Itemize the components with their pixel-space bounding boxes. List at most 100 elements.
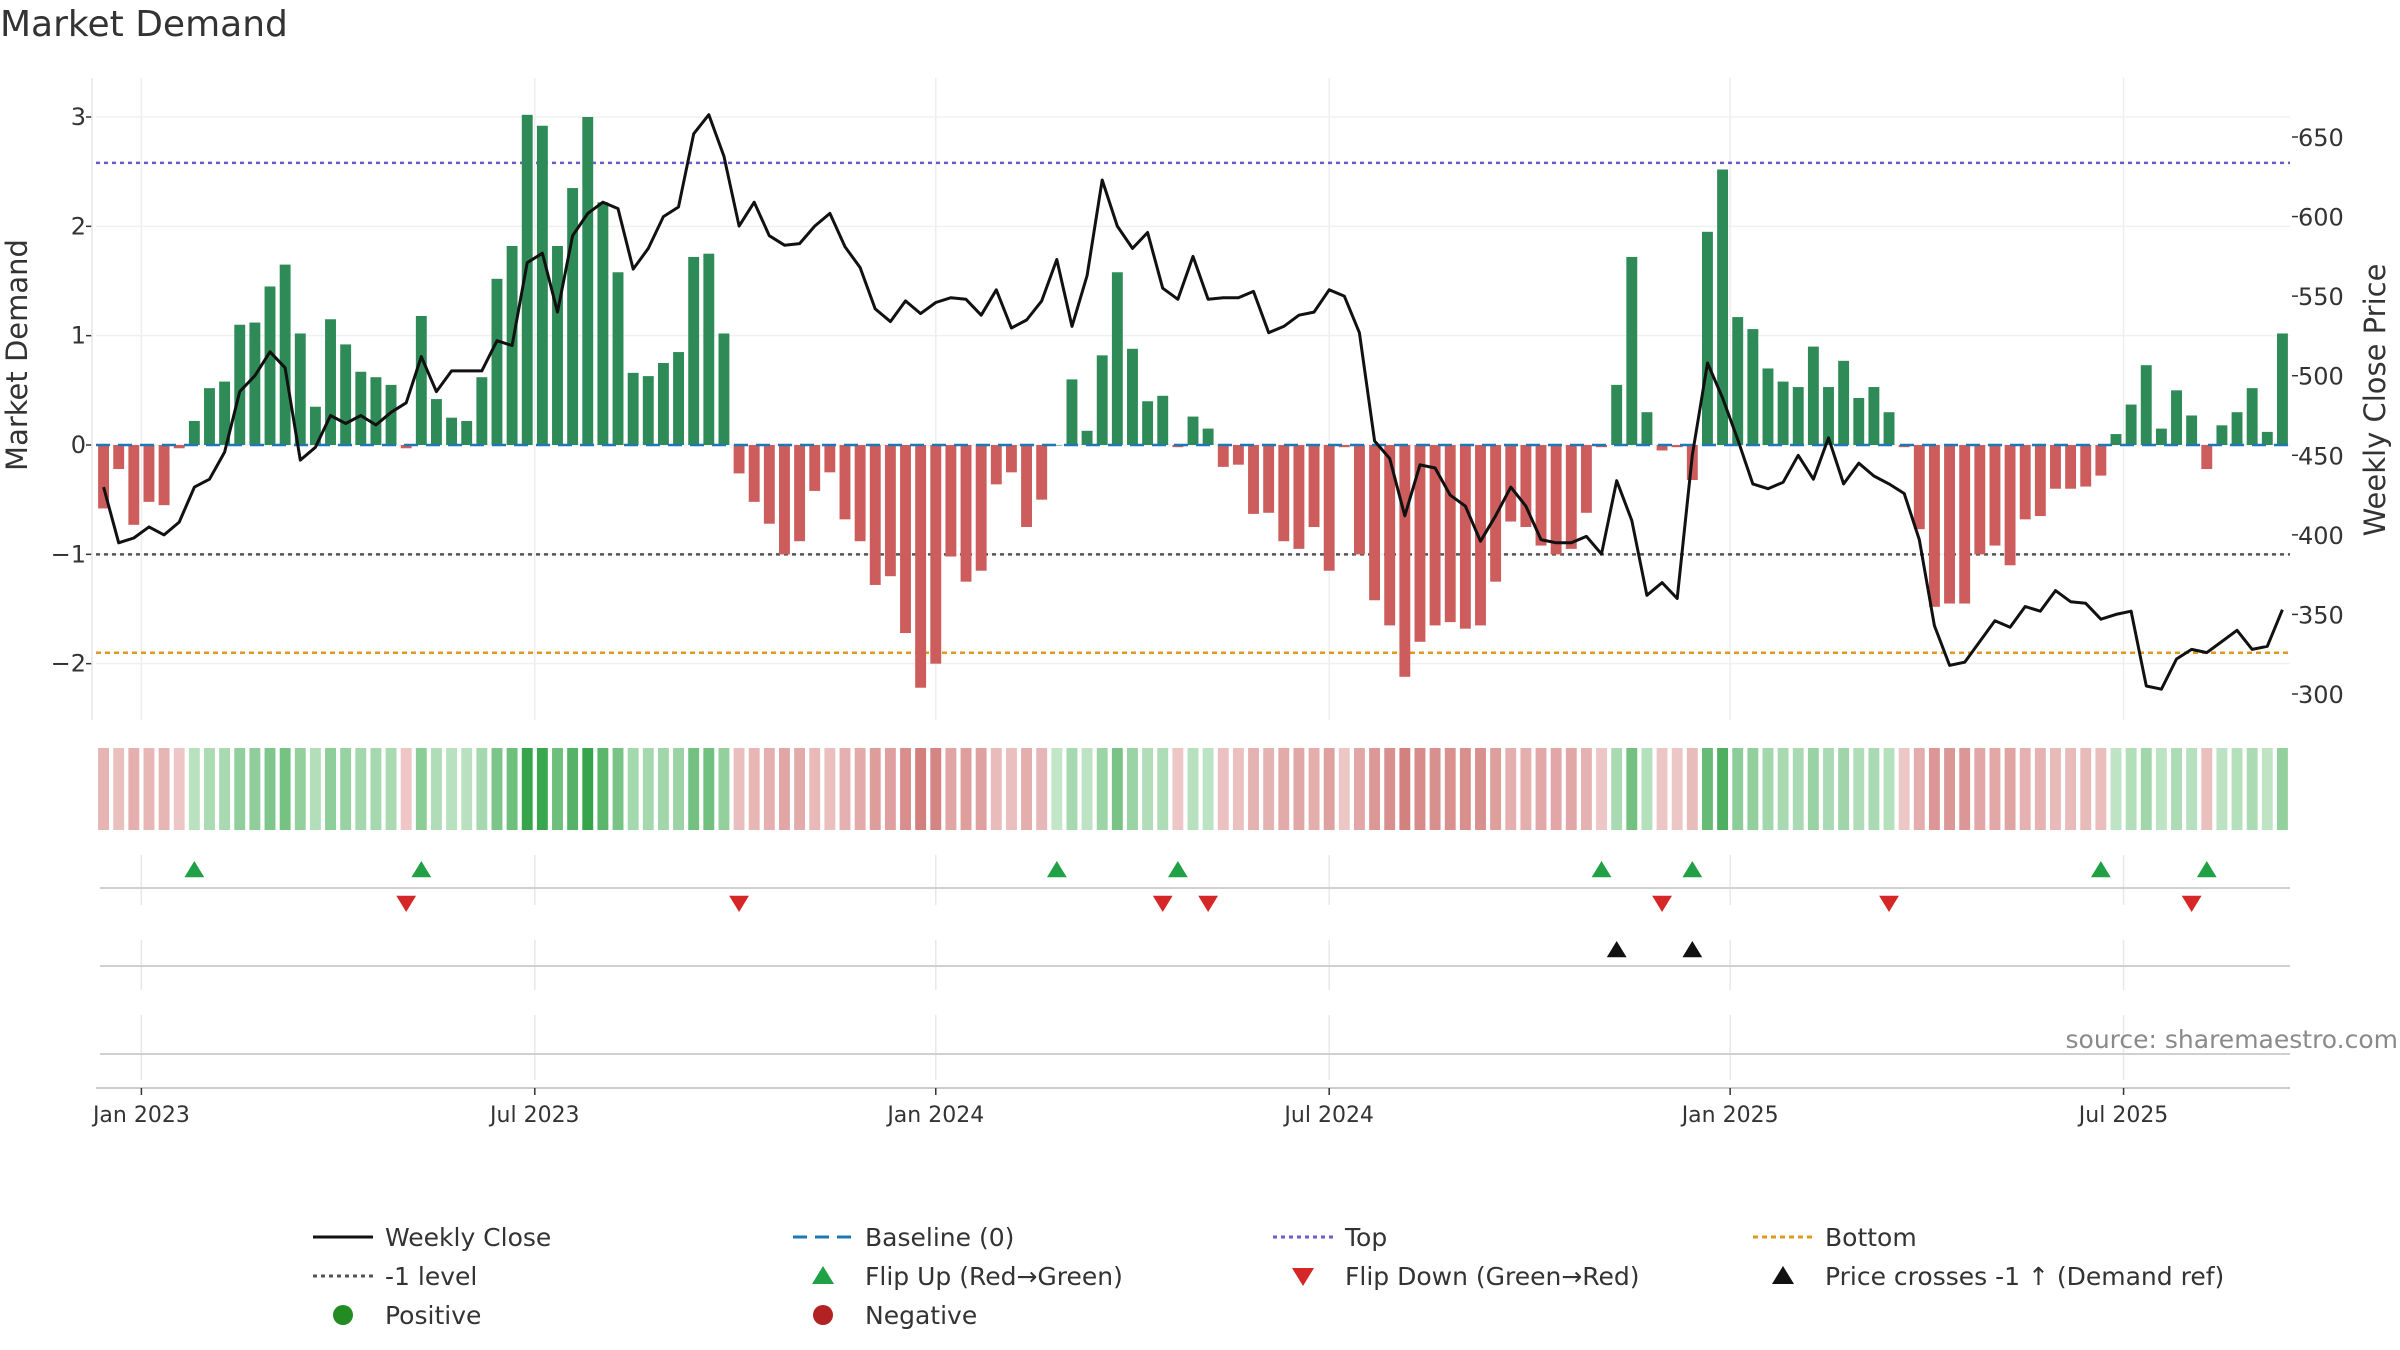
heat-cell: [1520, 748, 1532, 830]
demand-bar: [2050, 445, 2061, 489]
demand-bar: [748, 445, 760, 502]
demand-bar: [370, 377, 382, 445]
demand-bar: [1323, 445, 1335, 571]
demand-bar: [1187, 416, 1199, 445]
flip-down-marker: [1879, 895, 1899, 912]
demand-bar: [642, 376, 654, 445]
heat-cell: [1323, 748, 1335, 830]
legend-item-weekly-close: Weekly Close: [313, 1223, 551, 1252]
heat-cell: [294, 748, 306, 830]
heat-cell: [234, 748, 246, 830]
heat-cell: [400, 748, 412, 830]
heat-cell: [2171, 748, 2182, 830]
heat-cell: [1959, 748, 1971, 830]
heat-cell: [2125, 748, 2137, 830]
heat-cell: [98, 748, 110, 830]
y2-tick-label: 500: [2298, 363, 2344, 391]
demand-bar: [128, 445, 140, 525]
source-label: source: sharemaestro.com: [2066, 1025, 2399, 1054]
demand-bar: [2140, 365, 2152, 445]
legend-swatch-triangle-up: [812, 1266, 834, 1284]
heat-cell: [309, 748, 321, 830]
demand-bar: [385, 384, 397, 445]
heat-cell: [703, 748, 715, 830]
x-axis: Jan 2023 Jul 2023 Jan 2024 Jul 2024 Jan 2025…: [91, 1088, 2168, 1128]
y-tick-label: −1: [51, 540, 86, 568]
heat-cell: [1928, 748, 1940, 830]
demand-bar: [597, 202, 609, 445]
heat-cell: [1807, 748, 1819, 830]
flip-up-marker: [2090, 861, 2111, 878]
demand-bar: [688, 256, 700, 445]
y2-tick-label: 400: [2298, 522, 2344, 550]
demand-bar: [415, 315, 427, 445]
heat-cell: [2110, 748, 2122, 830]
demand-bar: [461, 420, 473, 445]
demand-bar: [1959, 445, 1971, 604]
heat-cell: [2231, 748, 2243, 830]
demand-bar: [582, 117, 594, 445]
heat-cell: [476, 748, 488, 830]
heat-cell: [1066, 748, 1078, 830]
demand-bar: [1005, 445, 1017, 473]
demand-bar: [173, 445, 185, 449]
legend-item-positive: Positive: [333, 1301, 481, 1330]
demand-bar: [2095, 445, 2107, 476]
demand-bar: [1369, 445, 1381, 601]
y-tick-label: 1: [71, 322, 86, 350]
flip-down-marker: [729, 895, 749, 912]
demand-bar: [1974, 445, 1986, 555]
heat-cell: [461, 748, 473, 830]
demand-bar: [2034, 445, 2046, 517]
demand-bar: [2171, 390, 2182, 445]
heat-cell: [1580, 748, 1592, 830]
heat-cell: [1868, 748, 1880, 830]
demand-bar: [1792, 387, 1804, 445]
legend-label: Top: [1344, 1223, 1387, 1252]
heat-cell: [642, 748, 654, 830]
legend-item-flip-up: Flip Up (Red→Green): [812, 1262, 1123, 1291]
heat-cell: [1263, 748, 1275, 830]
demand-bar: [1717, 169, 1729, 446]
heat-cell: [264, 748, 276, 830]
heat-cell: [1248, 748, 1259, 830]
legend-label: Bottom: [1825, 1223, 1917, 1252]
heat-cell: [355, 748, 367, 830]
heat-cell: [2140, 748, 2152, 830]
demand-bars: [98, 114, 2288, 688]
heat-cell: [1475, 748, 1486, 830]
demand-bar: [1565, 445, 1577, 549]
demand-bar: [567, 188, 579, 446]
heat-cell: [2004, 748, 2016, 830]
legend-item-negative: Negative: [813, 1301, 977, 1330]
demand-bar: [779, 445, 790, 555]
y-axis-label: Market Demand: [0, 239, 34, 471]
demand-bar: [2125, 404, 2137, 445]
demand-bar: [1217, 445, 1229, 467]
heat-cell: [1883, 748, 1895, 830]
demand-bar: [1505, 445, 1517, 522]
heat-cell: [824, 748, 836, 830]
heat-cell: [1747, 748, 1759, 830]
heat-cell: [915, 748, 927, 830]
demand-bar: [1807, 346, 1819, 445]
heat-cell: [673, 748, 684, 830]
x-tick-label: Jan 2025: [1680, 1103, 1779, 1128]
weekly-close-line: [102, 113, 2284, 691]
demand-bar: [536, 125, 548, 445]
demand-bar: [143, 445, 155, 502]
x-tick-label: Jul 2023: [488, 1103, 580, 1128]
demand-bar: [627, 372, 639, 445]
heat-cell: [900, 748, 911, 830]
demand-bar: [2216, 425, 2228, 445]
demand-bar: [1611, 384, 1623, 445]
heat-cell: [536, 748, 548, 830]
heat-cell: [249, 748, 261, 830]
x-tick-label: Jul 2025: [2077, 1103, 2169, 1128]
legend-label: Flip Down (Green→Red): [1345, 1262, 1640, 1291]
heat-cell: [1036, 748, 1048, 830]
heat-cell: [1717, 748, 1729, 830]
heat-cell: [975, 748, 987, 830]
demand-bar: [309, 406, 321, 445]
heat-cell: [1202, 748, 1214, 830]
